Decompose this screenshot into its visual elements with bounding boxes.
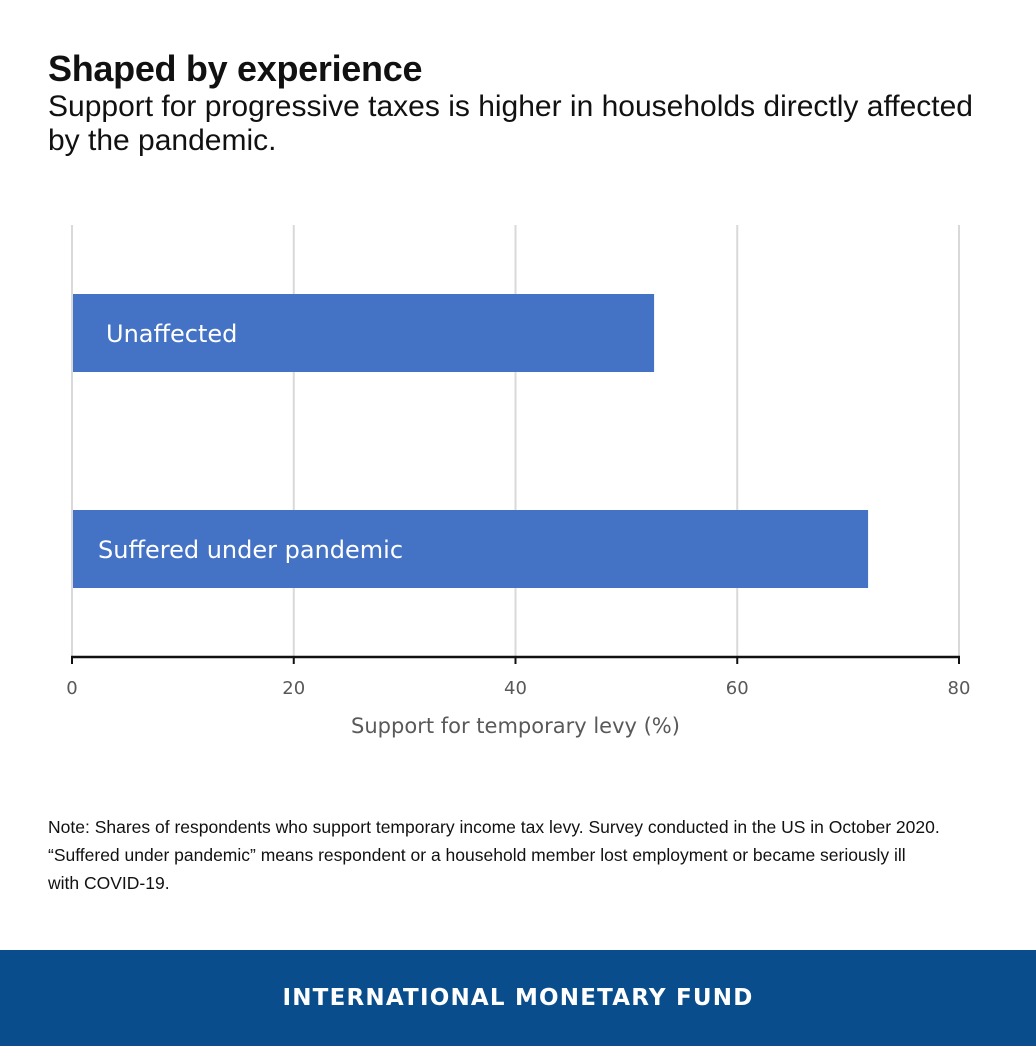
x-tick-label-0: 0 <box>66 678 77 699</box>
chart-note: Note: Shares of respondents who support … <box>48 813 998 897</box>
x-axis-title: Support for temporary levy (%) <box>351 714 680 738</box>
chart-subtitle: Support for progressive taxes is higher … <box>48 90 973 157</box>
bar-chart: Unaffected Suffered under pandemic 0 20 40 60… <box>66 225 971 738</box>
x-tick-label-40: 40 <box>504 678 527 699</box>
x-tick-label-60: 60 <box>726 678 749 699</box>
note-line-2: “Suffered under pandemic” means responde… <box>48 845 906 865</box>
imf-wordmark: INTERNATIONAL MONETARY FUND <box>282 985 754 1011</box>
bar-0 <box>72 294 655 372</box>
footer-banner: INTERNATIONAL MONETARY FUND <box>0 950 1036 1046</box>
note-line-3: with COVID-19. <box>48 873 170 893</box>
note-line-1: Note: Shares of respondents who support … <box>48 817 940 837</box>
chart-title: Shaped by experience <box>48 48 423 89</box>
bar-1 <box>72 510 869 588</box>
x-tick-label-20: 20 <box>282 678 305 699</box>
bar-label-1: Suffered under pandemic <box>98 536 403 564</box>
x-tick-label-80: 80 <box>948 678 971 699</box>
bar-label-0: Unaffected <box>106 320 237 348</box>
